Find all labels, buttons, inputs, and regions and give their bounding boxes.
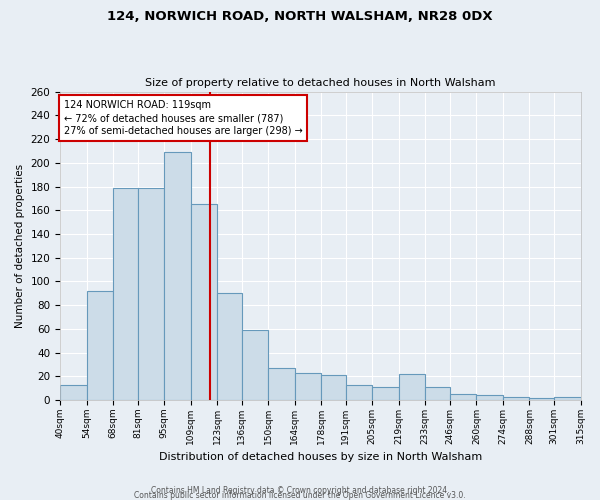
Bar (295, 373, 321, 400)
Text: 124 NORWICH ROAD: 119sqm
← 72% of detached houses are smaller (787)
27% of semi-: 124 NORWICH ROAD: 119sqm ← 72% of detach… (64, 100, 302, 136)
Bar (529, 398, 554, 400)
Bar (554, 396, 581, 400)
Bar (503, 396, 529, 400)
Bar (476, 396, 503, 400)
Text: Contains public sector information licensed under the Open Government Licence v3: Contains public sector information licen… (134, 491, 466, 500)
Text: 124, NORWICH ROAD, NORTH WALSHAM, NR28 0DX: 124, NORWICH ROAD, NORTH WALSHAM, NR28 0… (107, 10, 493, 23)
Bar (191, 204, 217, 400)
Bar (399, 374, 425, 400)
Bar (268, 368, 295, 400)
Bar (60, 384, 86, 400)
X-axis label: Distribution of detached houses by size in North Walsham: Distribution of detached houses by size … (158, 452, 482, 462)
Bar (373, 387, 399, 400)
Bar (164, 152, 191, 400)
Bar (346, 384, 373, 400)
Bar (425, 387, 450, 400)
Bar (217, 294, 242, 400)
Bar (86, 291, 113, 400)
Text: Contains HM Land Registry data © Crown copyright and database right 2024.: Contains HM Land Registry data © Crown c… (151, 486, 449, 495)
Title: Size of property relative to detached houses in North Walsham: Size of property relative to detached ho… (145, 78, 496, 88)
Bar (137, 188, 164, 400)
Bar (242, 330, 268, 400)
Bar (321, 375, 346, 400)
Bar (113, 188, 137, 400)
Y-axis label: Number of detached properties: Number of detached properties (15, 164, 25, 328)
Bar (450, 394, 476, 400)
